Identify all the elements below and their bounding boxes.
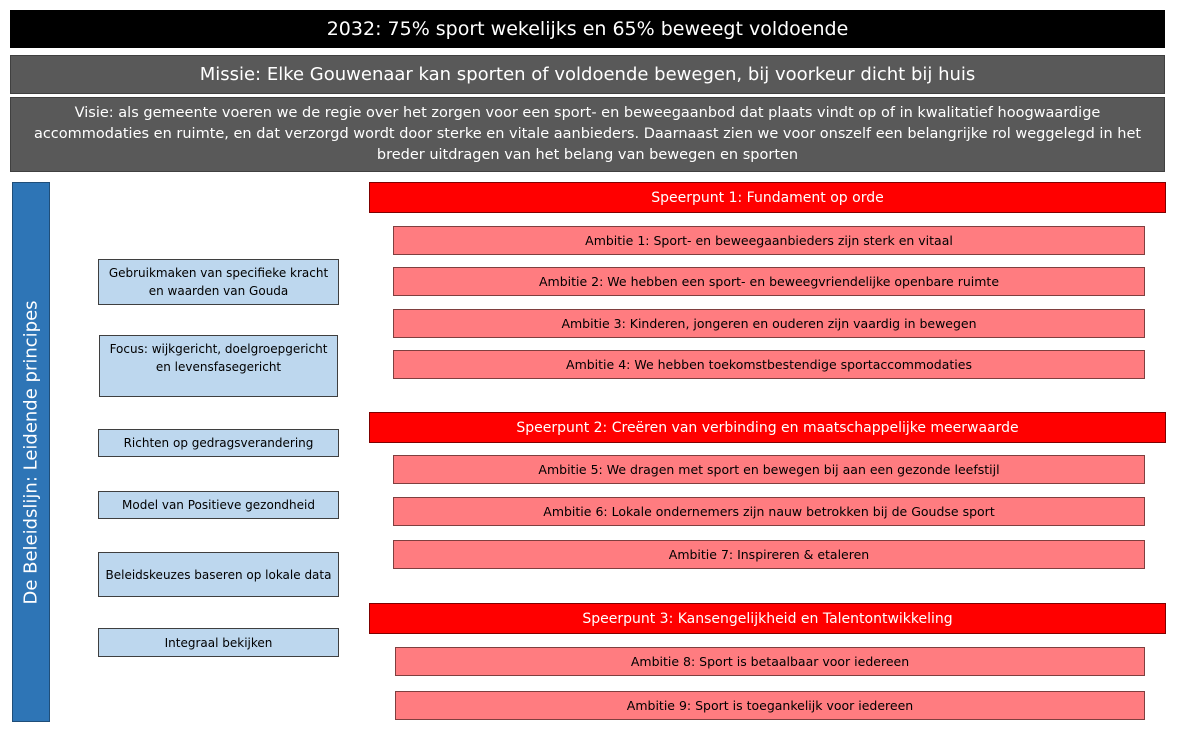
ambitie-box: Ambitie 2: We hebben een sport- en bewee…	[393, 267, 1145, 296]
missie-banner: Missie: Elke Gouwenaar kan sporten of vo…	[10, 55, 1165, 94]
ambitie-box: Ambitie 7: Inspireren & etaleren	[393, 540, 1145, 569]
visie-banner: Visie: als gemeente voeren we de regie o…	[10, 97, 1165, 172]
ambitie-box: Ambitie 4: We hebben toekomstbestendige …	[393, 350, 1145, 379]
principe-box: Beleidskeuzes baseren op lokale data	[98, 552, 339, 597]
principe-box: Focus: wijkgericht, doelgroepgericht en …	[99, 335, 338, 397]
ambitie-box: Ambitie 6: Lokale ondernemers zijn nauw …	[393, 497, 1145, 526]
ambitie-box: Ambitie 8: Sport is betaalbaar voor iede…	[395, 647, 1145, 676]
speerpunt-2: Speerpunt 2: Creëren van verbinding en m…	[369, 412, 1166, 443]
goal-banner: 2032: 75% sport wekelijks en 65% beweegt…	[10, 10, 1165, 48]
speerpunt-3: Speerpunt 3: Kansengelijkheid en Talento…	[369, 603, 1166, 634]
ambitie-box: Ambitie 5: We dragen met sport en bewege…	[393, 455, 1145, 484]
principe-box: Model van Positieve gezondheid	[98, 491, 339, 519]
principe-box: Gebruikmaken van specifieke kracht en wa…	[98, 259, 339, 305]
principe-box: Integraal bekijken	[98, 628, 339, 657]
ambitie-box: Ambitie 9: Sport is toegankelijk voor ie…	[395, 691, 1145, 720]
side-label: De Beleidslijn: Leidende principes	[20, 299, 42, 605]
ambitie-box: Ambitie 1: Sport- en beweegaanbieders zi…	[393, 226, 1145, 255]
ambitie-box: Ambitie 3: Kinderen, jongeren en ouderen…	[393, 309, 1145, 338]
side-label-bar: De Beleidslijn: Leidende principes	[12, 182, 50, 722]
principe-box: Richten op gedragsverandering	[98, 429, 339, 457]
speerpunt-1: Speerpunt 1: Fundament op orde	[369, 182, 1166, 213]
